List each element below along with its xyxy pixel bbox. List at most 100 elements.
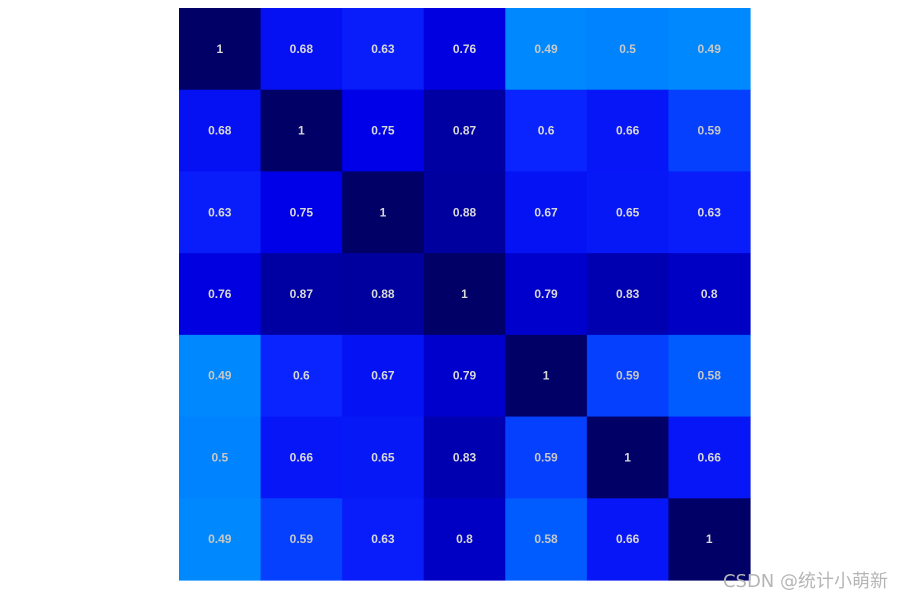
heatmap-cell-r5-c2 bbox=[260, 334, 343, 418]
watermark-text: CSDN @统计小萌新 bbox=[722, 571, 888, 592]
heatmap-cell-r2-c7 bbox=[668, 89, 751, 173]
heatmap-cell-r2-c6 bbox=[586, 89, 670, 173]
heatmap-value-r7-c6: 0.66 bbox=[616, 532, 640, 546]
heatmap-value-r6-c7: 0.66 bbox=[698, 450, 722, 464]
heatmap-value-r5-c3: 0.67 bbox=[371, 369, 395, 383]
heatmap-value-r6-c1: 0.5 bbox=[211, 450, 228, 464]
heatmap-cell-r1-c3 bbox=[342, 8, 425, 91]
heatmap-value-r2-c6: 0.66 bbox=[616, 124, 640, 138]
heatmap-cell-r1-c4 bbox=[423, 8, 506, 91]
heatmap-value-r1-c7: 0.49 bbox=[698, 42, 722, 56]
heatmap-value-r4-c4: 1 bbox=[461, 287, 468, 301]
heatmap-value-r5-c1: 0.49 bbox=[208, 369, 232, 383]
heatmap-value-r1-c1: 1 bbox=[216, 42, 223, 56]
heatmap-value-r2-c3: 0.75 bbox=[371, 124, 395, 138]
heatmap-value-r1-c5: 0.49 bbox=[534, 42, 558, 56]
heatmap-cell-r2-c3 bbox=[342, 89, 425, 173]
heatmap-value-r2-c4: 0.87 bbox=[453, 124, 477, 138]
heatmap-cell-r3-c7 bbox=[668, 171, 751, 254]
heatmap-cell-r3-c2 bbox=[260, 171, 343, 254]
heatmap-cell-r1-c7 bbox=[668, 8, 751, 91]
heatmap-value-r2-c5: 0.6 bbox=[538, 124, 555, 138]
heatmap-value-r6-c6: 1 bbox=[624, 450, 631, 464]
heatmap-value-r1-c6: 0.5 bbox=[619, 42, 636, 56]
heatmap-value-r2-c7: 0.59 bbox=[698, 124, 722, 138]
heatmap-cell-r4-c5 bbox=[505, 253, 588, 336]
heatmap-cell-r1-c2 bbox=[260, 8, 343, 91]
heatmap-cell-r6-c3 bbox=[342, 416, 425, 499]
heatmap-value-r1-c3: 0.63 bbox=[371, 42, 395, 56]
heatmap-value-r6-c3: 0.65 bbox=[371, 450, 395, 464]
heatmap-value-r2-c1: 0.68 bbox=[208, 124, 232, 138]
heatmap-cell-r1-c5 bbox=[505, 8, 588, 91]
heatmap-cell-r6-c6 bbox=[586, 416, 670, 499]
heatmap-cell-r3-c1 bbox=[179, 171, 262, 254]
heatmap-value-r4-c7: 0.8 bbox=[701, 287, 718, 301]
heatmap-value-r3-c5: 0.67 bbox=[534, 205, 558, 219]
heatmap-cell-r5-c5 bbox=[505, 334, 588, 418]
heatmap-labels: 1 0.68 0.63 0.76 0.49 0.5 0.49 0.68 1 0.75 0.87 0.6… bbox=[208, 42, 721, 546]
heatmap-cell-r5-c4 bbox=[423, 334, 506, 418]
heatmap-value-r3-c6: 0.65 bbox=[616, 205, 640, 219]
heatmap-value-r4-c5: 0.79 bbox=[534, 287, 558, 301]
heatmap-cell-r3-c3 bbox=[342, 171, 425, 254]
heatmap-cell-r7-c6 bbox=[586, 498, 670, 581]
heatmap-value-r5-c7: 0.58 bbox=[698, 369, 722, 383]
heatmap-cell-r6-c7 bbox=[668, 416, 751, 499]
heatmap-value-r3-c7: 0.63 bbox=[698, 205, 722, 219]
heatmap-cell-r5-c6 bbox=[586, 334, 670, 418]
heatmap-cell-r6-c5 bbox=[505, 416, 588, 499]
heatmap-value-r5-c2: 0.6 bbox=[293, 369, 310, 383]
heatmap-cell-r7-c3 bbox=[342, 498, 425, 581]
heatmap-cell-r1-c1 bbox=[179, 8, 262, 91]
heatmap-cell-r6-c1 bbox=[179, 416, 262, 499]
heatmap-value-r5-c6: 0.59 bbox=[616, 369, 640, 383]
heatmap-cell-r4-c7 bbox=[668, 253, 751, 336]
heatmap-cell-r4-c2 bbox=[260, 253, 343, 336]
heatmap-cell-r5-c3 bbox=[342, 334, 425, 418]
heatmap-cell-r2-c5 bbox=[505, 89, 588, 173]
heatmap-cell-r3-c6 bbox=[586, 171, 670, 254]
heatmap-value-r3-c1: 0.63 bbox=[208, 205, 232, 219]
heatmap-value-r3-c3: 1 bbox=[380, 205, 387, 219]
heatmap-cell-r7-c4 bbox=[423, 498, 506, 581]
heatmap-value-r7-c7: 1 bbox=[706, 532, 713, 546]
heatmap-value-r7-c4: 0.8 bbox=[456, 532, 473, 546]
heatmap-value-r7-c3: 0.63 bbox=[371, 532, 395, 546]
heatmap-cell-r4-c3 bbox=[342, 253, 425, 336]
heatmap-value-r4-c3: 0.88 bbox=[371, 287, 395, 301]
heatmap-value-r3-c2: 0.75 bbox=[290, 205, 314, 219]
heatmap-value-r1-c2: 0.68 bbox=[290, 42, 314, 56]
heatmap-cell-r4-c6 bbox=[586, 253, 670, 336]
heatmap-value-r4-c2: 0.87 bbox=[290, 287, 314, 301]
heatmap-cell-r5-c1 bbox=[179, 334, 262, 418]
heatmap-cell-r5-c7 bbox=[668, 334, 751, 418]
heatmap-value-r6-c5: 0.59 bbox=[534, 450, 558, 464]
heatmap-cell-r6-c4 bbox=[423, 416, 506, 499]
heatmap-cell-r2-c2 bbox=[260, 89, 343, 173]
heatmap-cell-r7-c5 bbox=[505, 498, 588, 581]
heatmap-cell-r4-c1 bbox=[179, 253, 262, 336]
heatmap-cell-r2-c4 bbox=[423, 89, 506, 173]
heatmap-value-r5-c4: 0.79 bbox=[453, 369, 477, 383]
heatmap-cell-r2-c1 bbox=[179, 89, 262, 173]
heatmap-cell-r1-c6 bbox=[586, 8, 670, 91]
heatmap-cell-r7-c7 bbox=[668, 498, 751, 581]
heatmap-value-r7-c2: 0.59 bbox=[290, 532, 314, 546]
heatmap-value-r2-c2: 1 bbox=[298, 124, 305, 138]
heatmap-cells bbox=[179, 8, 751, 581]
heatmap-cell-r6-c2 bbox=[260, 416, 343, 499]
heatmap-cell-r3-c5 bbox=[505, 171, 588, 254]
heatmap-value-r7-c5: 0.58 bbox=[534, 532, 558, 546]
heatmap-value-r3-c4: 0.88 bbox=[453, 205, 477, 219]
heatmap-value-r4-c1: 0.76 bbox=[208, 287, 232, 301]
heatmap-cell-r4-c4 bbox=[423, 253, 506, 336]
heatmap-cell-r7-c1 bbox=[179, 498, 262, 581]
heatmap-cell-r3-c4 bbox=[423, 171, 506, 254]
heatmap-cell-r7-c2 bbox=[260, 498, 343, 581]
heatmap-value-r5-c5: 1 bbox=[543, 369, 550, 383]
heatmap-value-r1-c4: 0.76 bbox=[453, 42, 477, 56]
heatmap-value-r6-c2: 0.66 bbox=[290, 450, 314, 464]
heatmap-value-r4-c6: 0.83 bbox=[616, 287, 640, 301]
